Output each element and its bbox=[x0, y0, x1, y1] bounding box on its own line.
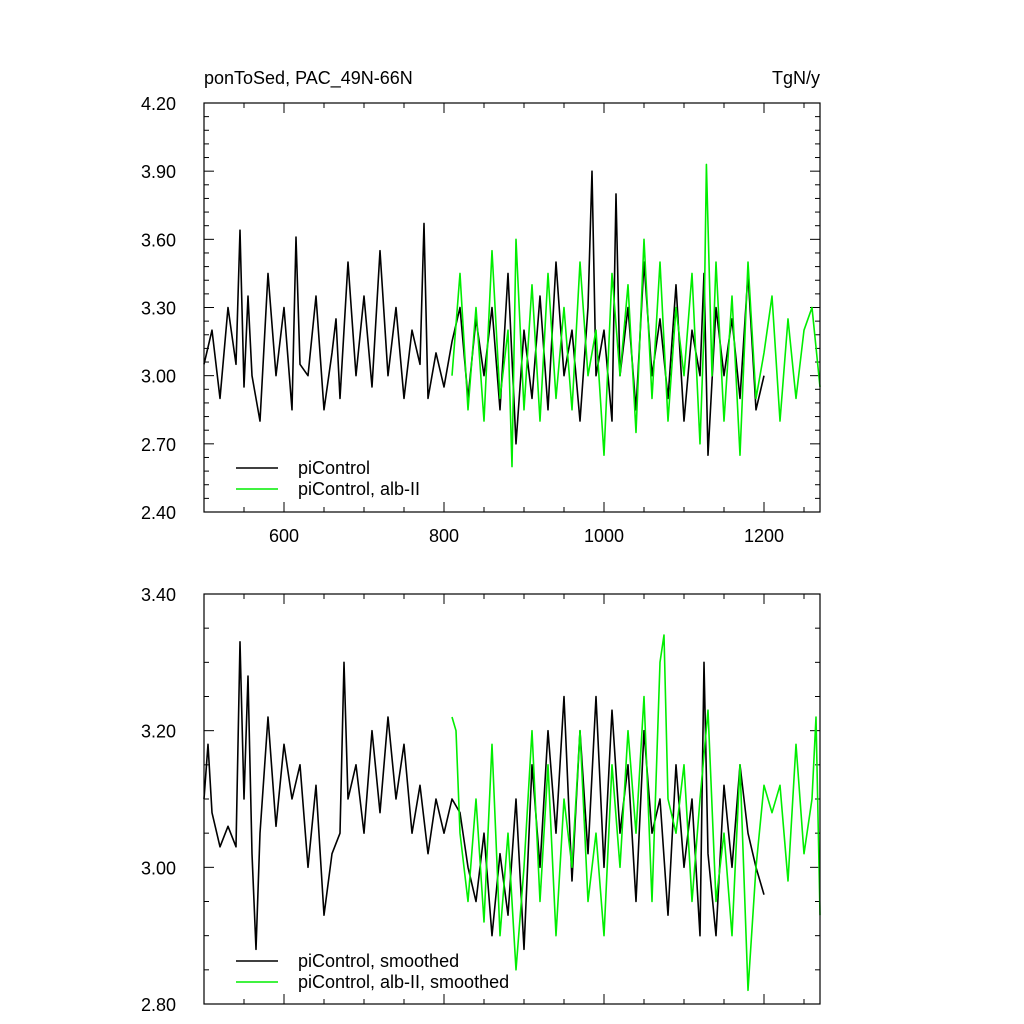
top-x-tick-label: 1000 bbox=[584, 526, 624, 546]
bottom-series-picontrol-line bbox=[203, 640, 765, 951]
bottom-y-tick-label: 3.40 bbox=[141, 585, 176, 605]
top-x-tick-label: 600 bbox=[269, 526, 299, 546]
top-y-tick-label: 3.00 bbox=[141, 367, 176, 387]
legend-label-picontrol: piControl bbox=[298, 458, 370, 478]
top-x-tick-label: 800 bbox=[429, 526, 459, 546]
legend-label-picontrol-alb: piControl, alb-II bbox=[298, 479, 420, 499]
top-plot-frame bbox=[203, 102, 821, 513]
top-y-tick-label: 4.20 bbox=[141, 94, 176, 114]
top-axis-ticks: 600 800 1000 1200 2.40 2.70 3.00 3.30 3.60 3.90 4.… bbox=[141, 94, 820, 546]
bottom-plot-frame bbox=[203, 593, 821, 1005]
top-y-tick-label: 3.60 bbox=[141, 230, 176, 250]
bottom-panel: 2.80 3.00 3.20 3.40 piControl, smoothed piC… bbox=[141, 585, 821, 1015]
bottom-y-tick-label: 2.80 bbox=[141, 995, 176, 1015]
legend-label-picontrol-smoothed: piControl, smoothed bbox=[298, 951, 459, 971]
top-y-tick-label: 2.70 bbox=[141, 435, 176, 455]
top-y-tick-label: 3.30 bbox=[141, 299, 176, 319]
top-y-tick-label: 3.90 bbox=[141, 162, 176, 182]
top-series-picontrol-alb-ii-line bbox=[451, 163, 821, 468]
top-panel-title: ponToSed, PAC_49N-66N bbox=[204, 68, 413, 89]
top-x-tick-label: 1200 bbox=[744, 526, 784, 546]
top-y-tick-label: 2.40 bbox=[141, 503, 176, 523]
top-series-picontrol-line bbox=[203, 170, 765, 457]
bottom-legend: piControl, smoothed piControl, alb-II, s… bbox=[236, 951, 509, 992]
top-panel: ponToSed, PAC_49N-66N TgN/y 600 800 1000 12… bbox=[141, 68, 821, 546]
top-legend: piControl piControl, alb-II bbox=[236, 458, 420, 499]
bottom-series-group bbox=[203, 634, 821, 992]
bottom-y-tick-label: 3.20 bbox=[141, 722, 176, 742]
bottom-axis-ticks: 2.80 3.00 3.20 3.40 bbox=[141, 585, 820, 1015]
bottom-series-picontrol-alb-ii-line bbox=[451, 634, 821, 992]
bottom-y-tick-label: 3.00 bbox=[141, 858, 176, 878]
top-panel-units: TgN/y bbox=[772, 68, 820, 88]
top-series-group bbox=[203, 163, 821, 468]
legend-label-picontrol-alb-smoothed: piControl, alb-II, smoothed bbox=[298, 972, 509, 992]
